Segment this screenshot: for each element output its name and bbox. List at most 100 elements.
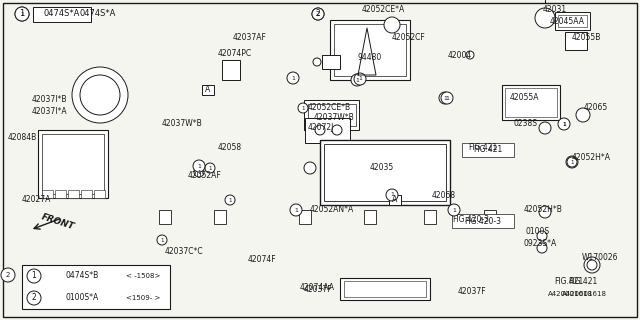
Text: 1: 1	[294, 207, 298, 212]
Text: 42004: 42004	[448, 51, 472, 60]
Bar	[33, 7, 91, 22]
Circle shape	[205, 163, 215, 173]
Bar	[94, 190, 105, 198]
Bar	[558, 15, 587, 27]
Bar	[68, 190, 79, 198]
Bar	[38, 130, 108, 198]
Text: 1: 1	[19, 10, 24, 19]
Text: FIG.420-3: FIG.420-3	[465, 217, 502, 226]
Text: 42084B: 42084B	[8, 133, 37, 142]
Text: 42037AF: 42037AF	[233, 34, 267, 43]
Circle shape	[72, 67, 128, 123]
Circle shape	[535, 8, 555, 28]
Text: 42037I*B: 42037I*B	[32, 95, 67, 105]
Text: 42068: 42068	[432, 190, 456, 199]
Text: 42037I*A: 42037I*A	[32, 108, 68, 116]
Text: 42031: 42031	[543, 5, 567, 14]
Bar	[42, 134, 104, 194]
Text: 1: 1	[20, 12, 24, 17]
Text: 1: 1	[445, 95, 449, 100]
Text: 2: 2	[6, 272, 10, 278]
Circle shape	[441, 92, 453, 104]
Bar	[305, 118, 350, 143]
Text: 42072J: 42072J	[308, 124, 334, 132]
Text: A420001618: A420001618	[548, 291, 593, 297]
Text: < -1508>: < -1508>	[126, 273, 160, 279]
Circle shape	[315, 125, 325, 135]
Text: A420001618: A420001618	[562, 291, 607, 297]
Text: A: A	[392, 196, 397, 204]
Text: 42052H*A: 42052H*A	[572, 154, 611, 163]
Text: W170026: W170026	[582, 253, 618, 262]
Text: 94480: 94480	[358, 53, 382, 62]
Bar	[452, 214, 514, 228]
Text: 42055A: 42055A	[510, 93, 540, 102]
Text: 1: 1	[355, 77, 359, 83]
Bar	[299, 210, 311, 224]
Circle shape	[386, 189, 398, 201]
Text: 1: 1	[452, 207, 456, 212]
Circle shape	[27, 291, 41, 305]
Text: 1: 1	[291, 76, 295, 81]
Circle shape	[15, 7, 29, 21]
Bar	[364, 210, 376, 224]
Polygon shape	[358, 28, 376, 75]
Text: 1: 1	[208, 165, 212, 171]
Circle shape	[332, 125, 342, 135]
Text: 2: 2	[316, 10, 321, 19]
Bar	[322, 55, 340, 69]
Text: 1: 1	[358, 76, 362, 82]
Circle shape	[225, 195, 235, 205]
Circle shape	[537, 231, 547, 241]
Text: 42037W*B: 42037W*B	[162, 119, 203, 129]
Text: <1509- >: <1509- >	[126, 295, 160, 301]
Circle shape	[80, 75, 120, 115]
Text: 42074PC: 42074PC	[218, 50, 252, 59]
Bar	[202, 85, 214, 95]
Bar	[308, 104, 356, 126]
Bar	[159, 210, 171, 224]
Circle shape	[290, 204, 302, 216]
Bar	[389, 195, 401, 205]
Circle shape	[448, 204, 460, 216]
Text: 42037C*C: 42037C*C	[165, 247, 204, 257]
Bar	[340, 278, 430, 300]
Circle shape	[384, 17, 400, 33]
Circle shape	[439, 92, 451, 104]
Bar	[462, 143, 514, 157]
Text: FRONT: FRONT	[40, 212, 76, 232]
Text: 42074AA: 42074AA	[300, 284, 335, 292]
Text: 0238S: 0238S	[514, 119, 538, 129]
Text: 42052CF: 42052CF	[392, 34, 426, 43]
Bar	[344, 281, 426, 297]
Circle shape	[539, 122, 551, 134]
Text: FIG.421: FIG.421	[468, 143, 497, 153]
Text: 42035: 42035	[370, 164, 394, 172]
Circle shape	[287, 72, 299, 84]
Text: 1: 1	[301, 106, 305, 110]
Text: 2: 2	[31, 293, 36, 302]
Text: 1: 1	[390, 193, 394, 197]
Bar	[324, 144, 446, 201]
Text: 42052CE*B: 42052CE*B	[308, 103, 351, 113]
Text: 1: 1	[443, 95, 447, 100]
Bar	[304, 100, 359, 130]
Circle shape	[466, 51, 474, 59]
Circle shape	[559, 119, 569, 129]
Text: FIG.421: FIG.421	[474, 146, 502, 155]
Text: 0100S: 0100S	[526, 228, 550, 236]
Circle shape	[566, 156, 578, 168]
Bar	[320, 140, 450, 205]
Text: 42027A: 42027A	[22, 196, 51, 204]
Text: 42052AN*A: 42052AN*A	[310, 205, 355, 214]
Circle shape	[194, 167, 204, 177]
Circle shape	[506, 91, 514, 99]
Text: 42037F: 42037F	[458, 287, 486, 297]
Bar	[22, 265, 170, 309]
Text: 1: 1	[563, 122, 566, 126]
Text: 42052CE*A: 42052CE*A	[362, 5, 405, 14]
Text: A: A	[205, 85, 211, 94]
Text: 1: 1	[562, 122, 566, 126]
Text: 42052AF: 42052AF	[188, 171, 221, 180]
Text: 42058: 42058	[218, 143, 242, 153]
